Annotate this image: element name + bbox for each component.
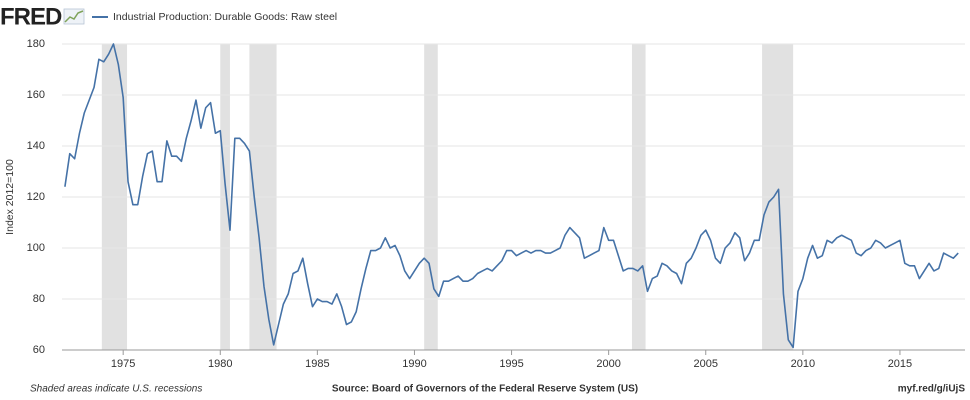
- source: Source: Board of Governors of the Federa…: [332, 384, 638, 395]
- x-tick-label: 1975: [111, 358, 135, 370]
- y-tick-label: 80: [33, 293, 45, 305]
- logo: FRED: [0, 3, 62, 30]
- y-tick-label: 160: [27, 89, 45, 101]
- logo-icon: [63, 8, 85, 25]
- x-tick-label: 2010: [791, 358, 815, 370]
- y-tick-label: 60: [33, 344, 45, 356]
- x-tick-label: 1985: [305, 358, 329, 370]
- x-tick-label: 2000: [596, 358, 620, 370]
- x-tick-label: 1995: [499, 358, 523, 370]
- y-axis-label: Index 2012=100: [4, 159, 16, 235]
- y-tick-label: 100: [27, 242, 45, 254]
- x-tick-label: 2015: [888, 358, 912, 370]
- recession-note: Shaded areas indicate U.S. recessions: [30, 384, 202, 395]
- x-tick-label: 1990: [402, 358, 426, 370]
- legend-label: Industrial Production: Durable Goods: Ra…: [113, 11, 337, 23]
- x-tick-label: 1980: [208, 358, 232, 370]
- y-tick-label: 120: [27, 191, 45, 203]
- y-tick-label: 180: [27, 38, 45, 50]
- y-tick-label: 140: [27, 140, 45, 152]
- x-tick-label: 2005: [694, 358, 718, 370]
- short-link: myf.red/g/iUjS: [898, 384, 966, 395]
- data-line: [64, 43, 959, 349]
